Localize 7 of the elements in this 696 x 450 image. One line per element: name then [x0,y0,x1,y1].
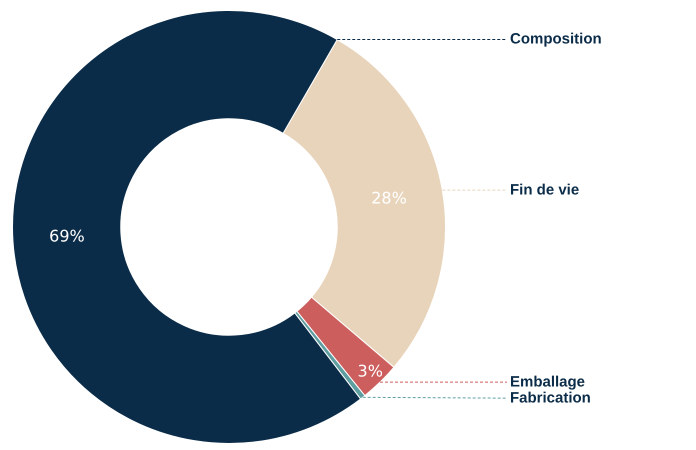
slice-label: Fin de vie [510,181,580,198]
data-label: 69% [49,226,85,246]
slice-label: Fabrication [510,389,591,406]
slice-label: Composition [510,30,602,48]
slice-label: Emballage [510,373,586,390]
data-label: 3% [358,361,383,380]
data-label: 28% [371,188,407,208]
